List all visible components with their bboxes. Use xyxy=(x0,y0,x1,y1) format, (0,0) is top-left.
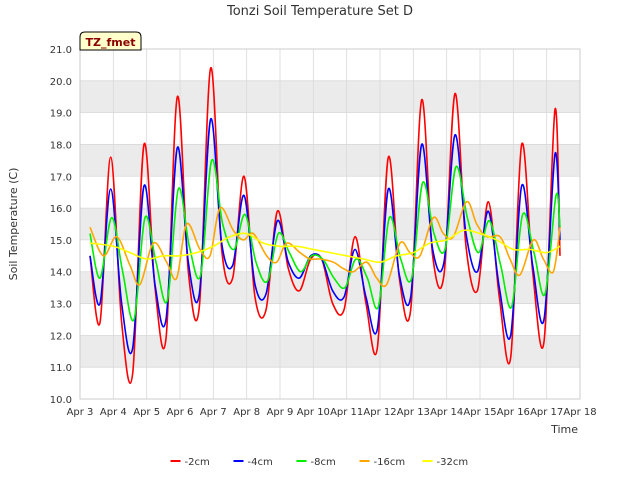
x-tick-label: Apr 18 xyxy=(563,407,596,418)
legend-label: -8cm xyxy=(311,457,336,468)
y-tick-label: 10.0 xyxy=(50,395,72,406)
chart-title: Tonzi Soil Temperature Set D xyxy=(226,4,413,19)
x-tick-label: Apr 3 xyxy=(67,407,94,418)
x-tick-label: Apr 10 xyxy=(297,407,330,418)
x-tick-label: Apr 14 xyxy=(430,407,463,418)
y-tick-label: 21.0 xyxy=(50,45,72,56)
plot-band xyxy=(80,144,580,177)
legend-label: -16cm xyxy=(374,457,406,468)
dataset-badge: TZ_fmet xyxy=(79,31,142,51)
y-tick-label: 18.0 xyxy=(50,140,72,151)
y-tick-label: 17.0 xyxy=(50,172,72,183)
series-line-16cm xyxy=(89,200,561,288)
y-tick-label: 15.0 xyxy=(50,236,72,247)
x-tick-label: Apr 15 xyxy=(463,407,496,418)
y-tick-labels: 10.0 11.0 12.0 13.0 14.0 15.0 16.0 17.0 18.0 19.0… xyxy=(50,45,72,406)
y-tick-label: 19.0 xyxy=(50,109,72,120)
x-tick-label: Apr 8 xyxy=(233,407,260,418)
y-tick-label: 12.0 xyxy=(50,331,72,342)
series-line-32cm xyxy=(89,229,561,264)
legend-item: -32cm xyxy=(422,457,469,468)
legend: -2cm -4cm -8cm -16cm -32cm xyxy=(170,457,469,468)
x-tick-label: Apr 6 xyxy=(167,407,194,418)
y-tick-label: 14.0 xyxy=(50,268,72,279)
series-line-8cm xyxy=(89,158,561,322)
x-tick-label: Apr 12 xyxy=(363,407,396,418)
y-tick-label: 13.0 xyxy=(50,300,72,311)
plot-band xyxy=(80,335,580,368)
legend-item: -8cm xyxy=(296,457,336,468)
legend-item: -4cm xyxy=(233,457,273,468)
x-tick-label: Apr 16 xyxy=(497,407,530,418)
plot-frame xyxy=(79,48,581,400)
x-tick-label: Apr 4 xyxy=(100,407,127,418)
y-tick-label: 20.0 xyxy=(50,77,72,88)
y-tick-label: 11.0 xyxy=(50,363,72,374)
badge-label: TZ_fmet xyxy=(86,36,136,49)
x-tick-label: Apr 7 xyxy=(200,407,227,418)
x-tick-label: Apr 17 xyxy=(530,407,563,418)
x-tick-label: Apr 5 xyxy=(133,407,160,418)
x-tick-label: Apr 11 xyxy=(330,407,363,418)
y-tick-label: 16.0 xyxy=(50,204,72,215)
x-tick-label: Apr 9 xyxy=(267,407,294,418)
legend-label: -2cm xyxy=(185,457,210,468)
legend-item: -2cm xyxy=(170,457,210,468)
x-tick-labels: Apr 3 Apr 4 Apr 5 Apr 6 Apr 7 Apr 8 Apr 9 Apr 1… xyxy=(67,407,597,418)
legend-label: -4cm xyxy=(248,457,273,468)
plot-bands xyxy=(80,49,580,399)
y-axis-label: Soil Temperature (C) xyxy=(7,168,20,281)
plot-band xyxy=(80,208,580,240)
x-tick-label: Apr 13 xyxy=(397,407,430,418)
legend-label: -32cm xyxy=(437,457,469,468)
plot-band xyxy=(80,80,580,113)
series-layer xyxy=(89,67,561,384)
legend-item: -16cm xyxy=(359,457,406,468)
x-axis-label: Time xyxy=(550,423,578,436)
